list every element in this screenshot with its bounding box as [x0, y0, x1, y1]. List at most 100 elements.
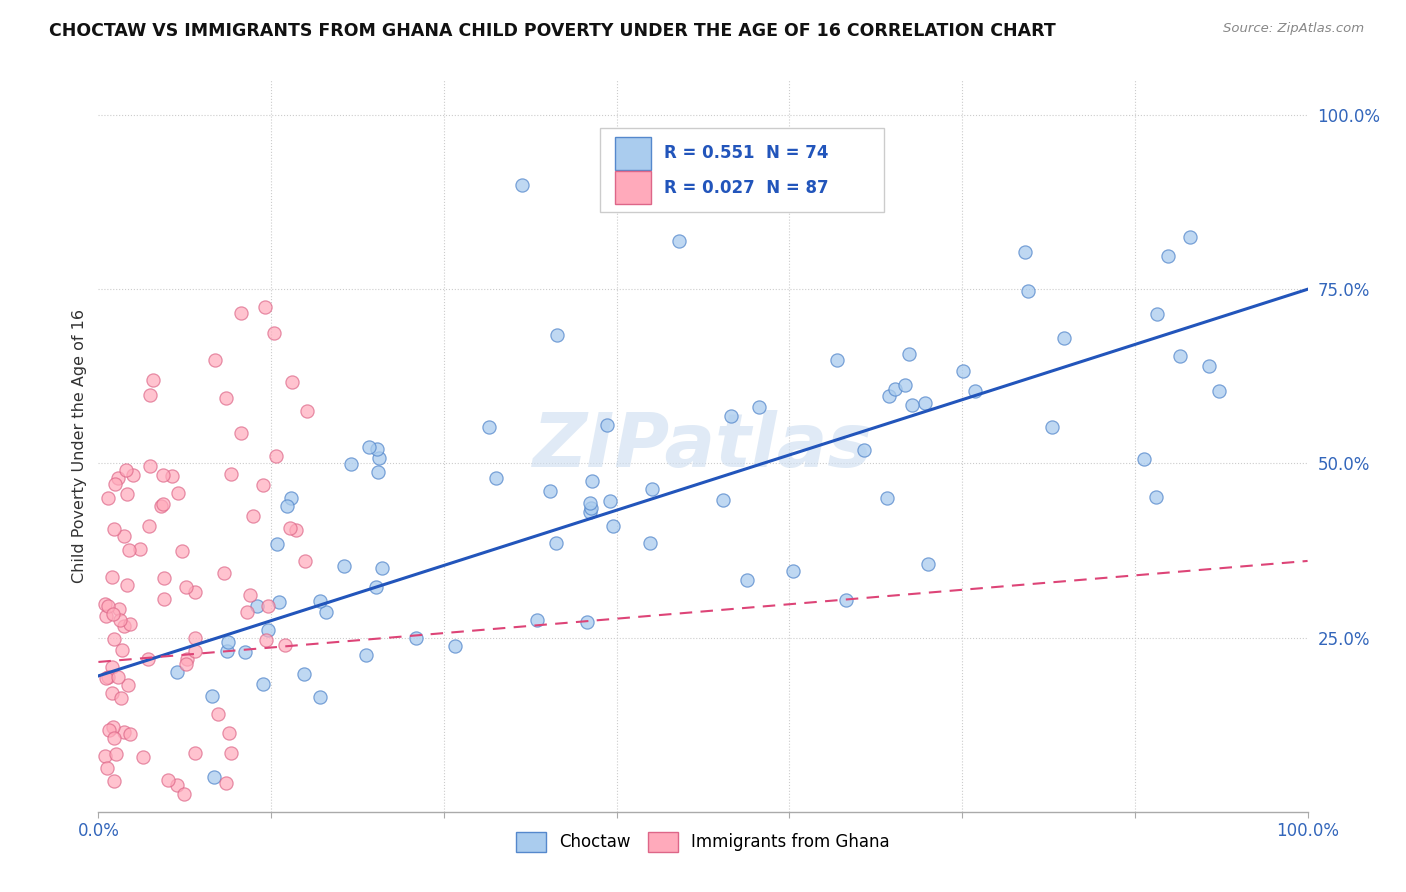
Point: [339, 457, 361, 471]
Point: [96, 761, 118, 775]
Point: [176, 651, 198, 665]
Point: [281, 375, 304, 389]
Point: [219, 746, 242, 760]
Point: [107, 602, 129, 616]
Point: [138, 519, 160, 533]
Point: [853, 442, 876, 457]
Point: [97, 723, 120, 737]
Point: [129, 541, 152, 556]
Point: [139, 459, 162, 474]
Point: [152, 467, 174, 482]
Point: [264, 449, 287, 463]
Point: [235, 645, 257, 659]
Point: [332, 559, 354, 574]
Point: [118, 617, 141, 632]
Point: [405, 631, 427, 645]
Point: [269, 595, 291, 609]
Point: [748, 400, 770, 414]
Point: [1168, 349, 1191, 363]
Point: [641, 483, 664, 497]
Point: [782, 564, 804, 578]
Point: [295, 403, 318, 417]
Point: [103, 522, 125, 536]
Point: [215, 776, 238, 790]
Point: [103, 731, 125, 746]
Point: [231, 306, 253, 320]
Point: [184, 631, 207, 645]
Point: [544, 536, 567, 550]
Point: [546, 328, 568, 343]
Point: [97, 670, 120, 684]
Point: [638, 536, 661, 550]
Point: [115, 577, 138, 591]
Point: [183, 585, 205, 599]
Point: [485, 470, 508, 484]
Point: [581, 474, 603, 488]
Text: Source: ZipAtlas.com: Source: ZipAtlas.com: [1223, 22, 1364, 36]
Point: [97, 599, 120, 613]
Point: [103, 632, 125, 647]
Point: [236, 605, 259, 619]
Point: [201, 689, 224, 703]
Point: [965, 384, 987, 398]
Point: [101, 686, 124, 700]
Point: [825, 352, 848, 367]
Point: [1014, 245, 1036, 260]
Point: [720, 409, 742, 423]
Point: [94, 748, 117, 763]
Point: [110, 642, 132, 657]
Point: [894, 378, 917, 392]
Point: [581, 501, 603, 516]
Point: [1017, 284, 1039, 298]
Point: [538, 484, 561, 499]
Point: [93, 597, 115, 611]
Point: [152, 498, 174, 512]
Point: [1132, 452, 1154, 467]
Point: [668, 234, 690, 248]
Point: [96, 609, 118, 624]
Point: [166, 665, 188, 679]
Point: [219, 467, 242, 482]
FancyBboxPatch shape: [600, 128, 884, 212]
Point: [273, 638, 295, 652]
Point: [478, 419, 501, 434]
Point: [285, 523, 308, 537]
Point: [101, 607, 124, 622]
Point: [898, 346, 921, 360]
Point: [103, 720, 125, 734]
Point: [371, 561, 394, 575]
Point: [160, 468, 183, 483]
Point: [257, 599, 280, 613]
Text: CHOCTAW VS IMMIGRANTS FROM GHANA CHILD POVERTY UNDER THE AGE OF 16 CORRELATION C: CHOCTAW VS IMMIGRANTS FROM GHANA CHILD P…: [49, 22, 1056, 40]
Point: [835, 593, 858, 607]
Point: [252, 478, 274, 492]
Point: [359, 440, 381, 454]
Point: [917, 557, 939, 571]
Point: [167, 486, 190, 500]
Point: [217, 635, 239, 649]
Point: [112, 725, 135, 739]
Point: [315, 605, 337, 619]
Point: [884, 382, 907, 396]
Point: [354, 648, 377, 663]
Point: [596, 418, 619, 433]
Point: [184, 643, 207, 657]
Point: [294, 553, 316, 567]
Point: [239, 588, 262, 602]
Point: [231, 425, 253, 440]
Point: [877, 388, 900, 402]
Point: [115, 487, 138, 501]
Point: [253, 300, 276, 314]
Point: [254, 633, 277, 648]
Point: [100, 660, 122, 674]
Point: [131, 749, 153, 764]
Point: [308, 690, 330, 704]
Point: [118, 727, 141, 741]
Point: [103, 774, 125, 789]
Point: [110, 690, 132, 705]
Point: [207, 706, 229, 721]
Point: [1157, 248, 1180, 262]
Point: [526, 613, 548, 627]
Point: [252, 676, 274, 690]
Point: [510, 178, 533, 192]
